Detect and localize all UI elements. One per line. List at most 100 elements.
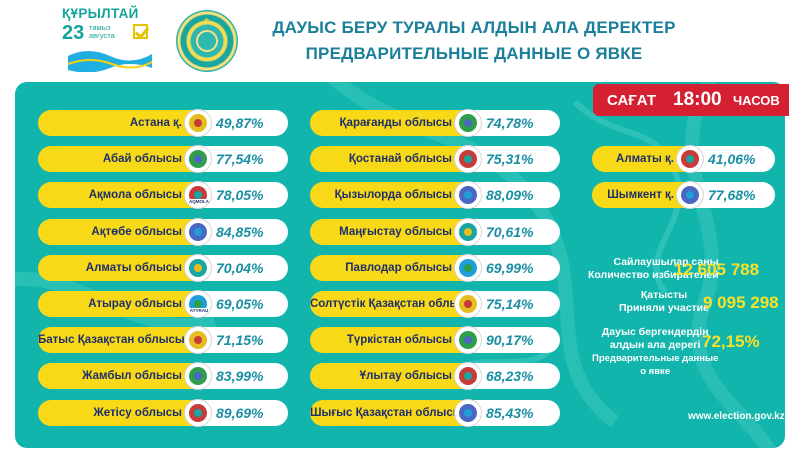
- region-row: Түркістан облысы 90,17%: [310, 326, 560, 354]
- region-label-box: Маңғыстау облысы: [310, 219, 468, 245]
- region-name: Қызылорда облысы: [334, 189, 452, 201]
- region-value-box: [198, 291, 288, 317]
- aktobe-emblem-icon: [184, 218, 212, 246]
- shymkent-emblem-icon: [676, 181, 704, 209]
- region-turnout-value: 71,15%: [216, 332, 264, 348]
- region-row: Маңғыстау облысы 70,61%: [310, 218, 560, 246]
- turnout-label-kz1: Дауыс бергендердің: [601, 326, 709, 338]
- region-value-box: [468, 182, 560, 208]
- region-label-box: Солтүстік Қазақстан облысы: [310, 291, 476, 317]
- region-turnout-value: 69,99%: [486, 260, 534, 276]
- zhetisu-emblem-icon: [184, 399, 212, 427]
- voters-value: 12 605 788: [674, 260, 760, 279]
- title-kazakh: ДАУЫС БЕРУ ТУРАЛЫ АЛДЫН АЛА ДЕРЕКТЕР: [272, 18, 676, 37]
- participated-value: 9 095 298: [703, 293, 779, 312]
- region-row: Алматы қ. 41,06%: [592, 145, 775, 173]
- region-label-box: Алматы қ.: [592, 146, 690, 172]
- region-name: Павлодар облысы: [345, 262, 452, 274]
- ulytau-emblem-icon: [454, 362, 482, 390]
- region-value-box: [198, 146, 288, 172]
- region-label-box: Қарағанды облысы: [310, 110, 468, 136]
- emblem-text: ATYRAU: [185, 308, 211, 313]
- region-label-box: Түркістан облысы: [310, 327, 468, 353]
- logo-word: ҚҰРЫЛТАЙ: [62, 6, 139, 21]
- region-row: Қызылорда облысы 88,09%: [310, 181, 560, 209]
- region-name: Жетісу облысы: [93, 407, 182, 419]
- cec-emblem-icon: ★: [176, 10, 238, 72]
- region-turnout-value: 75,14%: [486, 296, 534, 312]
- region-value-box: [468, 400, 560, 426]
- region-name: Маңғыстау облысы: [339, 226, 452, 238]
- region-name: Қарағанды облысы: [339, 117, 452, 129]
- kostanay-emblem-icon: [454, 145, 482, 173]
- website-link[interactable]: www.election.gov.kz: [688, 411, 785, 422]
- time-prefix: САҒАТ: [607, 92, 657, 109]
- region-name: Ұлытау облысы: [359, 370, 452, 382]
- region-turnout-value: 75,31%: [486, 151, 534, 167]
- time-badge: САҒАТ 18:00 ЧАСОВ: [593, 84, 789, 116]
- region-name: Атырау облысы: [88, 298, 182, 310]
- region-value-box: [468, 363, 560, 389]
- participated-label-kz: Қатысты: [640, 289, 688, 301]
- region-value-box: [468, 110, 560, 136]
- north-kz-emblem-icon: [454, 290, 482, 318]
- west-kz-emblem-icon: [184, 326, 212, 354]
- region-turnout-value: 70,04%: [216, 260, 264, 276]
- region-label-box: Павлодар облысы: [310, 255, 468, 281]
- region-label-box: Ұлытау облысы: [310, 363, 468, 389]
- region-value-box: [468, 291, 560, 317]
- region-label-box: Атырау облысы: [38, 291, 198, 317]
- abai-emblem-icon: [184, 145, 212, 173]
- logo-month-ru: августа: [89, 31, 115, 40]
- east-kz-emblem-icon: [454, 399, 482, 427]
- turnout-label-ru2: о явке: [640, 366, 671, 377]
- participated-label: Қатысты Приняли участие: [619, 289, 709, 315]
- time-value: 18:00: [673, 89, 722, 110]
- region-row: Жамбыл облысы 83,99%: [38, 362, 288, 390]
- region-label-box: Астана қ.: [38, 110, 198, 136]
- region-row: Павлодар облысы 69,99%: [310, 254, 560, 282]
- region-value-box: [468, 146, 560, 172]
- turnout-label-ru1: Предварительные данные: [592, 353, 719, 364]
- region-row: Батыс Қазақстан облысы 71,15%: [38, 326, 288, 354]
- region-name: Қостанай облысы: [348, 153, 452, 165]
- region-row: Шымкент қ. 77,68%: [592, 181, 775, 209]
- participated-label-ru: Приняли участие: [619, 302, 709, 314]
- almaty-region-emblem-icon: [184, 254, 212, 282]
- region-row: Абай облысы 77,54%: [38, 145, 288, 173]
- title-russian: ПРЕДВАРИТЕЛЬНЫЕ ДАННЫЕ О ЯВКЕ: [305, 44, 643, 63]
- region-label-box: Жетісу облысы: [38, 400, 198, 426]
- region-turnout-value: 89,69%: [216, 405, 264, 421]
- region-value-box: [468, 255, 560, 281]
- region-name: Астана қ.: [129, 117, 182, 129]
- region-row: Атырау облысы ATYRAU 69,05%: [38, 290, 288, 318]
- flag-wave-icon: [68, 51, 152, 72]
- region-name: Шымкент қ.: [607, 189, 674, 201]
- region-turnout-value: 83,99%: [216, 368, 264, 384]
- region-label-box: Қызылорда облысы: [310, 182, 468, 208]
- region-turnout-value: 88,09%: [486, 187, 534, 203]
- turkistan-emblem-icon: [454, 326, 482, 354]
- region-name: Жамбыл облысы: [82, 370, 182, 382]
- region-name: Алматы облысы: [85, 262, 182, 274]
- turnout-label: Дауыс бергендердің алдын ала дерегі Пред…: [592, 326, 718, 378]
- region-label-box: Шығыс Қазақстан облысы: [310, 400, 468, 426]
- region-name: Шығыс Қазақстан облысы: [310, 407, 463, 419]
- region-value-box: [690, 182, 775, 208]
- region-name: Абай облысы: [102, 153, 182, 165]
- region-turnout-value: 85,43%: [486, 405, 534, 421]
- region-label-box: Жамбыл облысы: [38, 363, 198, 389]
- region-turnout-value: 41,06%: [708, 151, 756, 167]
- region-turnout-value: 49,87%: [216, 115, 264, 131]
- region-row: Қостанай облысы 75,31%: [310, 145, 560, 173]
- region-label-box: Ақмола облысы: [38, 182, 198, 208]
- region-row: Ақмола облысы AQMOLA 78,05%: [38, 181, 288, 209]
- region-value-box: [198, 219, 288, 245]
- region-name: Ақмола облысы: [88, 189, 182, 201]
- region-turnout-value: 69,05%: [216, 296, 264, 312]
- region-row: Астана қ. 49,87%: [38, 109, 288, 137]
- kyzylorda-emblem-icon: [454, 181, 482, 209]
- logo-month-kz: тамыз: [89, 23, 111, 32]
- region-value-box: [198, 255, 288, 281]
- voters-label: Сайлаушылар саны Количество избирателей: [588, 256, 719, 282]
